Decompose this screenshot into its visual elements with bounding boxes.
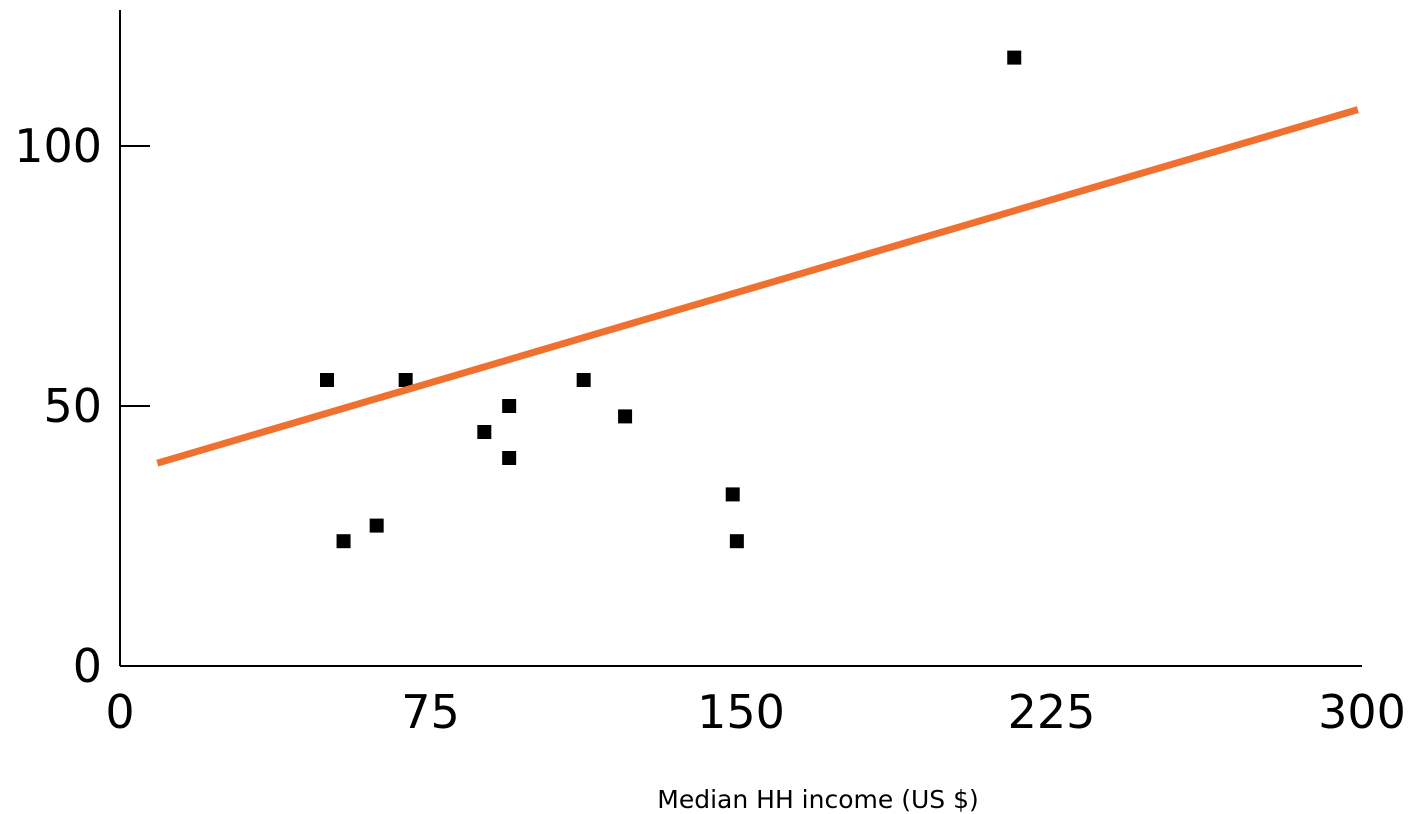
x-tick-label: 0: [105, 685, 134, 739]
data-point: [477, 425, 492, 439]
data-point: [502, 451, 517, 465]
x-tick-label: 150: [697, 685, 785, 739]
data-point: [729, 534, 744, 549]
data-point: [369, 518, 384, 533]
plot-area: 0 50 100 0 75 150 225 300: [14, 10, 1406, 739]
x-tick-label: 300: [1318, 685, 1406, 739]
data-point: [320, 373, 334, 387]
data-point: [576, 373, 591, 387]
x-tick-label: 75: [401, 685, 460, 739]
data-point: [502, 399, 517, 413]
y-tick-label: 50: [43, 379, 102, 433]
x-tick-label: 225: [1008, 685, 1096, 739]
trend-line: [156, 106, 1359, 467]
data-point: [1007, 50, 1022, 65]
x-axis-title: Median HH income (US $): [657, 785, 978, 814]
data-point: [725, 487, 740, 502]
data-point: [618, 409, 633, 424]
data-point: [398, 373, 413, 387]
data-point: [336, 534, 351, 549]
y-tick-label: 0: [73, 639, 102, 693]
y-tick-label: 100: [14, 119, 102, 173]
